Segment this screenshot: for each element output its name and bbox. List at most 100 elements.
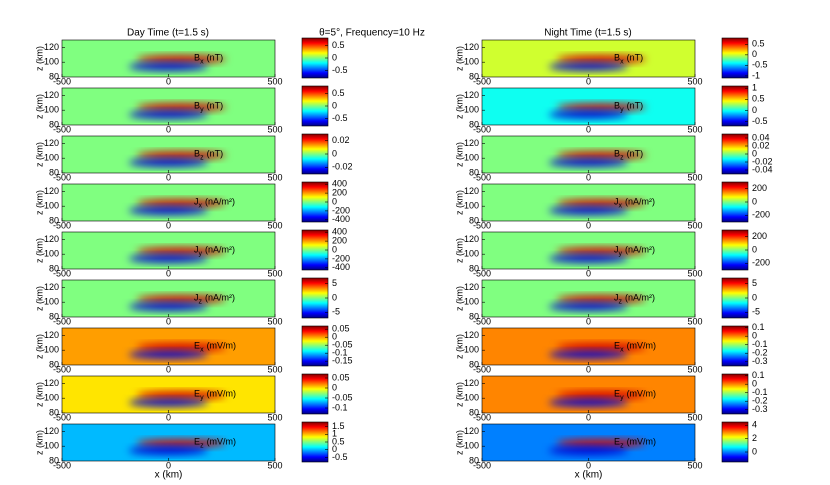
y-tick-label: 80 — [49, 215, 59, 225]
field-blob — [548, 206, 629, 215]
colorbar-tick-label: -0.2 — [752, 396, 768, 406]
colorbar-tick-label: -0.1 — [332, 402, 348, 412]
label-symbol: E — [194, 437, 200, 447]
colorbar-tick-label: -0.1 — [752, 387, 768, 397]
x-tick-label: 500 — [267, 76, 282, 86]
field-blob — [548, 398, 629, 407]
panel-label: Ex (mV/m) — [614, 341, 656, 353]
y-tick-label: 100 — [44, 201, 59, 211]
y-axis-label: z (km) — [34, 94, 44, 119]
colorbar-tick-label: 4 — [752, 420, 757, 430]
x-tick-label: -500 — [473, 76, 491, 86]
heatmap — [62, 232, 275, 269]
colorbar-tick-label: 0 — [752, 379, 757, 389]
y-axis-label: z (km) — [454, 142, 464, 167]
field-blob — [556, 247, 647, 256]
heatmap — [62, 424, 275, 461]
y-axis-label: z (km) — [454, 190, 464, 215]
field-blob — [128, 446, 209, 455]
y-axis-label: z (km) — [454, 430, 464, 455]
colorbar-tick-label: 0 — [752, 148, 757, 158]
colorbar-tick-label: 400 — [332, 179, 347, 189]
x-tick-label: 0 — [586, 220, 591, 230]
heatmap — [482, 136, 695, 173]
colorbar-tick-label: 2 — [752, 433, 757, 443]
colorbar-tick-label: 0 — [332, 444, 337, 454]
heatmap — [62, 40, 275, 77]
y-tick-label: 100 — [464, 105, 479, 115]
x-tick-label: -500 — [53, 364, 71, 374]
colorbar — [301, 325, 329, 367]
label-unit: (mV/m) — [207, 389, 237, 399]
colorbar-tick-label: -0.5 — [752, 116, 768, 126]
y-axis-label: z (km) — [34, 238, 44, 263]
colorbar-tick-label: 0.05 — [332, 324, 350, 334]
x-tick-label: 500 — [687, 172, 702, 182]
colorbar — [721, 181, 749, 223]
field-blob — [136, 199, 227, 208]
label-unit: (nA/m²) — [205, 293, 235, 303]
y-tick-label: 100 — [44, 297, 59, 307]
colorbar-tick-label: 0.5 — [332, 40, 345, 50]
colorbar-tick-label: 200 — [332, 235, 347, 245]
colorbar-tick-label: 0.02 — [752, 140, 770, 150]
label-sub: y — [200, 106, 204, 113]
y-tick-label: 100 — [464, 297, 479, 307]
label-symbol: E — [614, 389, 620, 399]
label-symbol: B — [194, 101, 200, 111]
x-tick-label: 0 — [586, 268, 591, 278]
field-blob — [128, 158, 209, 167]
x-tick-label: 0 — [166, 460, 171, 470]
x-tick-label: 500 — [687, 316, 702, 326]
y-tick-label: 120 — [44, 42, 59, 52]
colorbar-tick-label: 0 — [752, 244, 757, 254]
x-tick-label: 0 — [166, 220, 171, 230]
x-tick-label: 0 — [586, 124, 591, 134]
field-blob — [128, 254, 209, 263]
figure-title: θ=5°, Frequency=10 Hz — [319, 28, 425, 39]
x-tick-label: 0 — [166, 172, 171, 182]
colorbar-tick-label: 0 — [332, 244, 337, 254]
y-tick-label: 100 — [44, 57, 59, 67]
heatmap — [482, 88, 695, 125]
x-tick-label: 0 — [166, 76, 171, 86]
label-sub: x — [619, 202, 623, 209]
y-tick-label: 80 — [469, 119, 479, 129]
panel-label: Jx (nA/m²) — [194, 197, 235, 209]
x-tick-label: 500 — [267, 220, 282, 230]
y-tick-label: 100 — [464, 441, 479, 451]
label-sub: z — [199, 298, 203, 305]
field-blob — [136, 295, 227, 304]
label-sub: x — [200, 58, 204, 65]
colorbar — [301, 85, 329, 127]
colorbar — [721, 229, 749, 271]
label-unit: (nT) — [627, 53, 644, 63]
x-tick-label: 0 — [586, 460, 591, 470]
y-axis-label: z (km) — [454, 46, 464, 71]
field-blob — [556, 103, 647, 112]
panel-label: Jx (nA/m²) — [614, 197, 655, 209]
field-blob — [548, 254, 629, 263]
label-unit: (mV/m) — [627, 341, 657, 351]
colorbar — [721, 277, 749, 319]
x-tick-label: 0 — [166, 412, 171, 422]
x-tick-label: 500 — [267, 172, 282, 182]
x-tick-label: 500 — [687, 124, 702, 134]
y-tick-label: 120 — [44, 90, 59, 100]
y-tick-label: 100 — [44, 249, 59, 259]
x-tick-label: -500 — [53, 412, 71, 422]
label-sub: y — [619, 250, 623, 257]
field-blob — [548, 302, 629, 311]
colorbar-tick-label: 1.5 — [332, 421, 345, 431]
y-tick-label: 80 — [469, 455, 479, 465]
label-sub: z — [620, 154, 624, 161]
field-blob — [136, 151, 227, 160]
x-tick-label: 500 — [687, 364, 702, 374]
x-tick-label: 500 — [687, 412, 702, 422]
x-tick-label: 0 — [586, 76, 591, 86]
x-tick-label: 0 — [166, 364, 171, 374]
y-tick-label: 120 — [464, 186, 479, 196]
colorbar — [301, 373, 329, 415]
y-axis-label: z (km) — [454, 382, 464, 407]
y-tick-label: 120 — [464, 42, 479, 52]
